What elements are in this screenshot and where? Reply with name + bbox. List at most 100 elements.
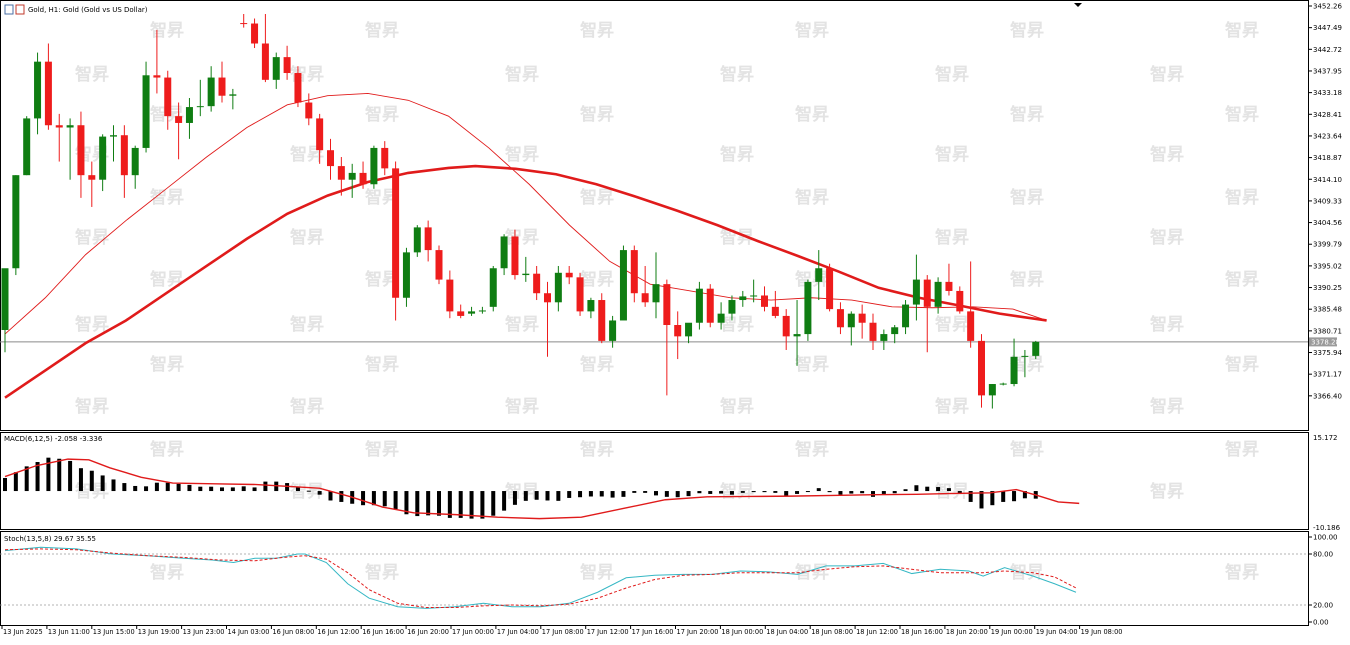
watermark-text: 智昇 xyxy=(365,187,399,208)
price-axis-label: 3404.56 xyxy=(1313,219,1342,227)
watermark-text: 智昇 xyxy=(795,104,829,125)
ma-slow-line xyxy=(4,164,1047,399)
candle-body xyxy=(663,284,671,326)
candle-body xyxy=(261,43,269,80)
candle-body xyxy=(533,273,541,294)
time-axis-label: 16 Jun 20:00 xyxy=(407,628,449,636)
watermark-text: 智昇 xyxy=(1150,314,1184,335)
macd-histogram-bar xyxy=(686,491,691,497)
candle-body xyxy=(836,309,844,328)
time-axis-label: 19 Jun 04:00 xyxy=(1036,628,1078,636)
time-axis-label: 13 Jun 15:00 xyxy=(93,628,135,636)
macd-histogram-bar xyxy=(871,491,875,497)
macd-histogram-bar xyxy=(1001,491,1006,502)
time-axis-label: 16 Jun 12:00 xyxy=(317,628,359,636)
time-axis-label: 13 Jun 19:00 xyxy=(138,628,180,636)
macd-histogram-bar xyxy=(328,491,333,501)
macd-histogram-bar xyxy=(371,491,376,506)
candle-body xyxy=(739,296,747,301)
macd-histogram-bar xyxy=(252,487,257,492)
watermark-text: 智昇 xyxy=(720,396,754,417)
macd-histogram-bar xyxy=(795,491,800,494)
macd-histogram-bar xyxy=(925,486,930,492)
watermark-text: 智昇 xyxy=(1010,269,1044,290)
candle-body xyxy=(348,172,356,180)
macd-histogram-bar xyxy=(512,491,517,505)
macd-histogram-bar xyxy=(914,485,919,492)
time-axis-label: 17 Jun 00:00 xyxy=(452,628,494,636)
macd-histogram-bar xyxy=(122,483,127,492)
candle-body xyxy=(1,268,9,330)
candle-body xyxy=(327,150,334,167)
moving-average-layer xyxy=(4,92,1047,399)
candle-body xyxy=(609,320,617,341)
price-axis-label: 3414.10 xyxy=(1313,176,1342,184)
macd-histogram-bar xyxy=(675,491,680,498)
time-axis-label: 17 Jun 20:00 xyxy=(677,628,719,636)
candle-body xyxy=(761,295,768,307)
price-axis-label: 3371.17 xyxy=(1313,371,1342,379)
candle-body xyxy=(674,325,682,337)
macd-histogram-bar xyxy=(556,491,561,501)
watermark-text: 智昇 xyxy=(580,269,614,290)
macd-histogram-bar xyxy=(740,491,745,493)
stoch-axis[interactable]: 100.00 80.00 20.00 0.00 xyxy=(1308,534,1338,627)
candle-body xyxy=(988,384,996,396)
time-axis[interactable]: 13 Jun 2025 13 Jun 11:00 13 Jun 15:00 13 Ju… xyxy=(1,626,1122,636)
candle-body xyxy=(826,268,834,310)
macd-histogram-bar xyxy=(816,488,821,492)
time-axis-label: 17 Jun 16:00 xyxy=(632,628,674,636)
candle-body xyxy=(478,310,486,312)
macd-signal-line xyxy=(4,458,1080,520)
candle-body xyxy=(630,250,638,294)
price-axis-label: 3390.25 xyxy=(1313,284,1342,292)
watermark-text: 智昇 xyxy=(935,481,969,502)
macd-histogram-bar xyxy=(903,489,908,492)
macd-histogram-bar xyxy=(762,491,767,493)
watermark-text: 智昇 xyxy=(1010,20,1044,41)
watermark-text: 智昇 xyxy=(1010,439,1044,460)
time-axis-label: 13 Jun 2025 xyxy=(3,628,43,636)
macd-histogram-bar xyxy=(361,491,366,506)
candle-body xyxy=(66,125,74,128)
candle-body xyxy=(283,57,291,74)
chart-type-icon[interactable] xyxy=(4,4,14,15)
chart-shift-marker-icon[interactable] xyxy=(1074,3,1082,7)
stoch-axis-label: 100.00 xyxy=(1313,534,1338,542)
macd-histogram-bar xyxy=(176,483,181,492)
candle-body xyxy=(77,125,85,176)
watermark-text: 智昇 xyxy=(1010,187,1044,208)
price-axis-label: 3437.95 xyxy=(1313,67,1342,75)
macd-histogram-bar xyxy=(860,491,865,494)
watermark-text: 智昇 xyxy=(505,314,539,335)
macd-histogram-bar xyxy=(979,491,984,509)
candle-body xyxy=(728,300,736,314)
candle-body xyxy=(196,106,204,108)
macd-histogram-bar xyxy=(35,462,40,492)
candle-layer xyxy=(1,13,1040,409)
macd-histogram-bar xyxy=(230,487,235,492)
macd-histogram-bar xyxy=(936,487,941,492)
watermark-text: 智昇 xyxy=(365,269,399,290)
macd-histogram-bar xyxy=(664,491,669,497)
watermark-text: 智昇 xyxy=(795,187,829,208)
price-axis[interactable]: 3452.26 3447.49 3442.72 3437.95 3433.18 3428.… xyxy=(1308,3,1342,401)
macd-histogram-bar xyxy=(632,491,637,493)
candle-body xyxy=(272,57,280,80)
symbol-title: Gold, H1: Gold (Gold vs US Dollar) xyxy=(28,6,148,14)
watermark-text: 智昇 xyxy=(720,64,754,85)
macd-histogram-bar xyxy=(523,491,528,501)
watermark-text: 智昇 xyxy=(580,20,614,41)
candle-body xyxy=(370,147,378,185)
chart-menu-icon[interactable] xyxy=(15,4,25,15)
macd-histogram-bar xyxy=(144,486,149,492)
candle-body xyxy=(457,311,465,316)
time-axis-label: 17 Jun 08:00 xyxy=(542,628,584,636)
watermark-text: 智昇 xyxy=(1150,481,1184,502)
watermark-text: 智昇 xyxy=(1225,269,1259,290)
current-price-tag-bg xyxy=(1309,337,1337,347)
candle-body xyxy=(185,107,193,123)
current-price-tag-text: 3378.28 xyxy=(1311,338,1340,346)
